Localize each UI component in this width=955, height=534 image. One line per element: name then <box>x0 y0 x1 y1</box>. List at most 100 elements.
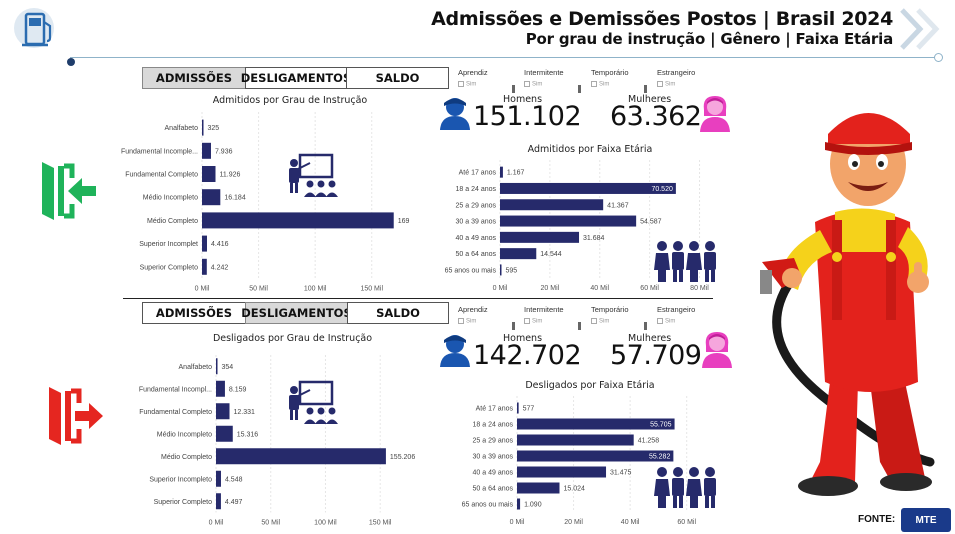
bar[interactable] <box>202 212 394 229</box>
woman-icon <box>698 94 732 137</box>
admissions-women-value: 63.362 <box>610 101 702 132</box>
data-label: 577 <box>523 406 535 413</box>
bar[interactable] <box>500 231 580 243</box>
bar[interactable] <box>500 166 503 178</box>
category-label: 50 a 64 anos <box>473 486 514 493</box>
filter-checkbox-temporario[interactable] <box>591 81 597 87</box>
bar[interactable] <box>517 402 519 414</box>
x-tick-label: 150 Mil <box>369 520 392 527</box>
bar[interactable] <box>216 403 230 420</box>
category-label: 65 anos ou mais <box>445 267 497 274</box>
filter-checkbox-aprendiz[interactable] <box>458 81 464 87</box>
teacher-classroom-icon <box>286 380 338 431</box>
bar[interactable] <box>517 450 674 462</box>
man-icon <box>438 333 472 372</box>
dismissals-tabs: ADMISSÕES DESLIGAMENTOS SALDO <box>142 302 449 324</box>
bar[interactable] <box>202 258 207 275</box>
category-label: 40 a 49 anos <box>456 235 497 242</box>
filter-checkbox-estrangeiro[interactable] <box>657 318 663 324</box>
filter-checkbox-estrangeiro[interactable] <box>657 81 663 87</box>
bar[interactable] <box>202 189 221 206</box>
data-label: 169.435 <box>398 218 410 225</box>
bar[interactable] <box>202 119 204 136</box>
bar[interactable] <box>216 425 233 442</box>
category-label: Fundamental Completo <box>125 172 198 179</box>
x-tick-label: 50 Mil <box>249 285 268 292</box>
category-label: Superior Completo <box>140 264 198 271</box>
woman-icon <box>700 330 734 373</box>
category-label: Superior Completo <box>154 499 212 506</box>
bar[interactable] <box>216 448 386 465</box>
tab-desligamentos[interactable]: DESLIGAMENTOS <box>241 302 352 324</box>
x-tick-label: 40 Mil <box>621 519 640 526</box>
filter-separator <box>512 322 515 330</box>
header-dot <box>67 58 75 66</box>
category-label: Analfabeto <box>179 364 213 371</box>
bar[interactable] <box>202 142 211 159</box>
x-tick-label: 0 Mil <box>209 520 224 527</box>
category-label: Superior Incompleto <box>149 476 212 483</box>
bar[interactable] <box>216 470 221 487</box>
data-label: 55.282 <box>649 454 671 461</box>
data-label: 15.024 <box>563 486 585 493</box>
filter-checkbox-intermitente[interactable] <box>524 318 530 324</box>
x-tick-label: 40 Mil <box>590 285 609 292</box>
bar[interactable] <box>517 466 607 478</box>
data-label: 15.316 <box>237 431 259 438</box>
bar[interactable] <box>500 182 676 194</box>
gas-attendant-mascot-illustration <box>720 82 955 512</box>
dismissals-filters: Aprendiz Intermitente Temporário Estrang… <box>458 305 708 330</box>
category-label: 30 a 39 anos <box>456 219 497 226</box>
bar[interactable] <box>216 493 221 510</box>
filter-separator <box>578 85 581 93</box>
filter-checkbox-temporario[interactable] <box>591 318 597 324</box>
category-label: Médio Completo <box>147 218 198 225</box>
bar[interactable] <box>500 199 604 211</box>
tab-admissoes[interactable]: ADMISSÕES <box>142 67 246 89</box>
data-label: 325 <box>208 125 220 132</box>
category-label: Fundamental Incompl... <box>139 386 212 393</box>
data-label: 11.926 <box>219 172 240 179</box>
bar[interactable] <box>517 418 675 430</box>
x-tick-label: 100 Mil <box>304 285 327 292</box>
page-title: Admissões e Demissões Postos | Brasil 20… <box>431 8 893 30</box>
bar[interactable] <box>517 434 634 446</box>
admissions-men-value: 151.102 <box>473 101 582 132</box>
bar[interactable] <box>500 215 637 227</box>
bar[interactable] <box>202 235 207 252</box>
tab-admissoes[interactable]: ADMISSÕES <box>142 302 246 324</box>
women-label: Mulheres <box>628 333 672 344</box>
tab-desligamentos[interactable]: DESLIGAMENTOS <box>241 67 351 89</box>
dismissals-age-chart-title: Desligados por Faixa Etária <box>525 380 655 391</box>
category-label: Até 17 anos <box>459 170 497 177</box>
category-label: 18 a 24 anos <box>456 186 497 193</box>
x-tick-label: 20 Mil <box>541 285 560 292</box>
data-label: 16.184 <box>224 195 246 202</box>
category-label: 25 a 29 anos <box>473 438 514 445</box>
filter-separator <box>512 85 515 93</box>
filter-checkbox-intermitente[interactable] <box>524 81 530 87</box>
bar[interactable] <box>517 482 560 494</box>
tab-saldo[interactable]: SALDO <box>346 67 449 89</box>
bar[interactable] <box>517 498 521 510</box>
bar[interactable] <box>500 248 537 260</box>
category-label: 65 anos ou mais <box>462 502 514 509</box>
data-label: 1.167 <box>507 170 525 177</box>
filter-option-label: Sim <box>466 81 477 88</box>
data-label: 31.475 <box>610 470 632 477</box>
data-label: 70.520 <box>651 186 673 193</box>
bar[interactable] <box>216 380 225 397</box>
dismissals-men-value: 142.702 <box>473 340 582 371</box>
admissions-age-chart-title: Admitidos por Faixa Etária <box>527 144 653 155</box>
data-label: 4.548 <box>225 476 243 483</box>
men-label: Homens <box>503 94 543 105</box>
bar[interactable] <box>216 358 218 375</box>
exit-door-icon <box>45 383 107 454</box>
filter-option-label: Sim <box>466 318 477 325</box>
bar[interactable] <box>500 264 502 276</box>
filter-checkbox-aprendiz[interactable] <box>458 318 464 324</box>
category-label: Analfabeto <box>165 125 199 132</box>
tab-saldo[interactable]: SALDO <box>347 302 449 324</box>
bar[interactable] <box>202 166 216 182</box>
dismissals-education-chart-title: Desligados por Grau de Instrução <box>212 333 373 344</box>
